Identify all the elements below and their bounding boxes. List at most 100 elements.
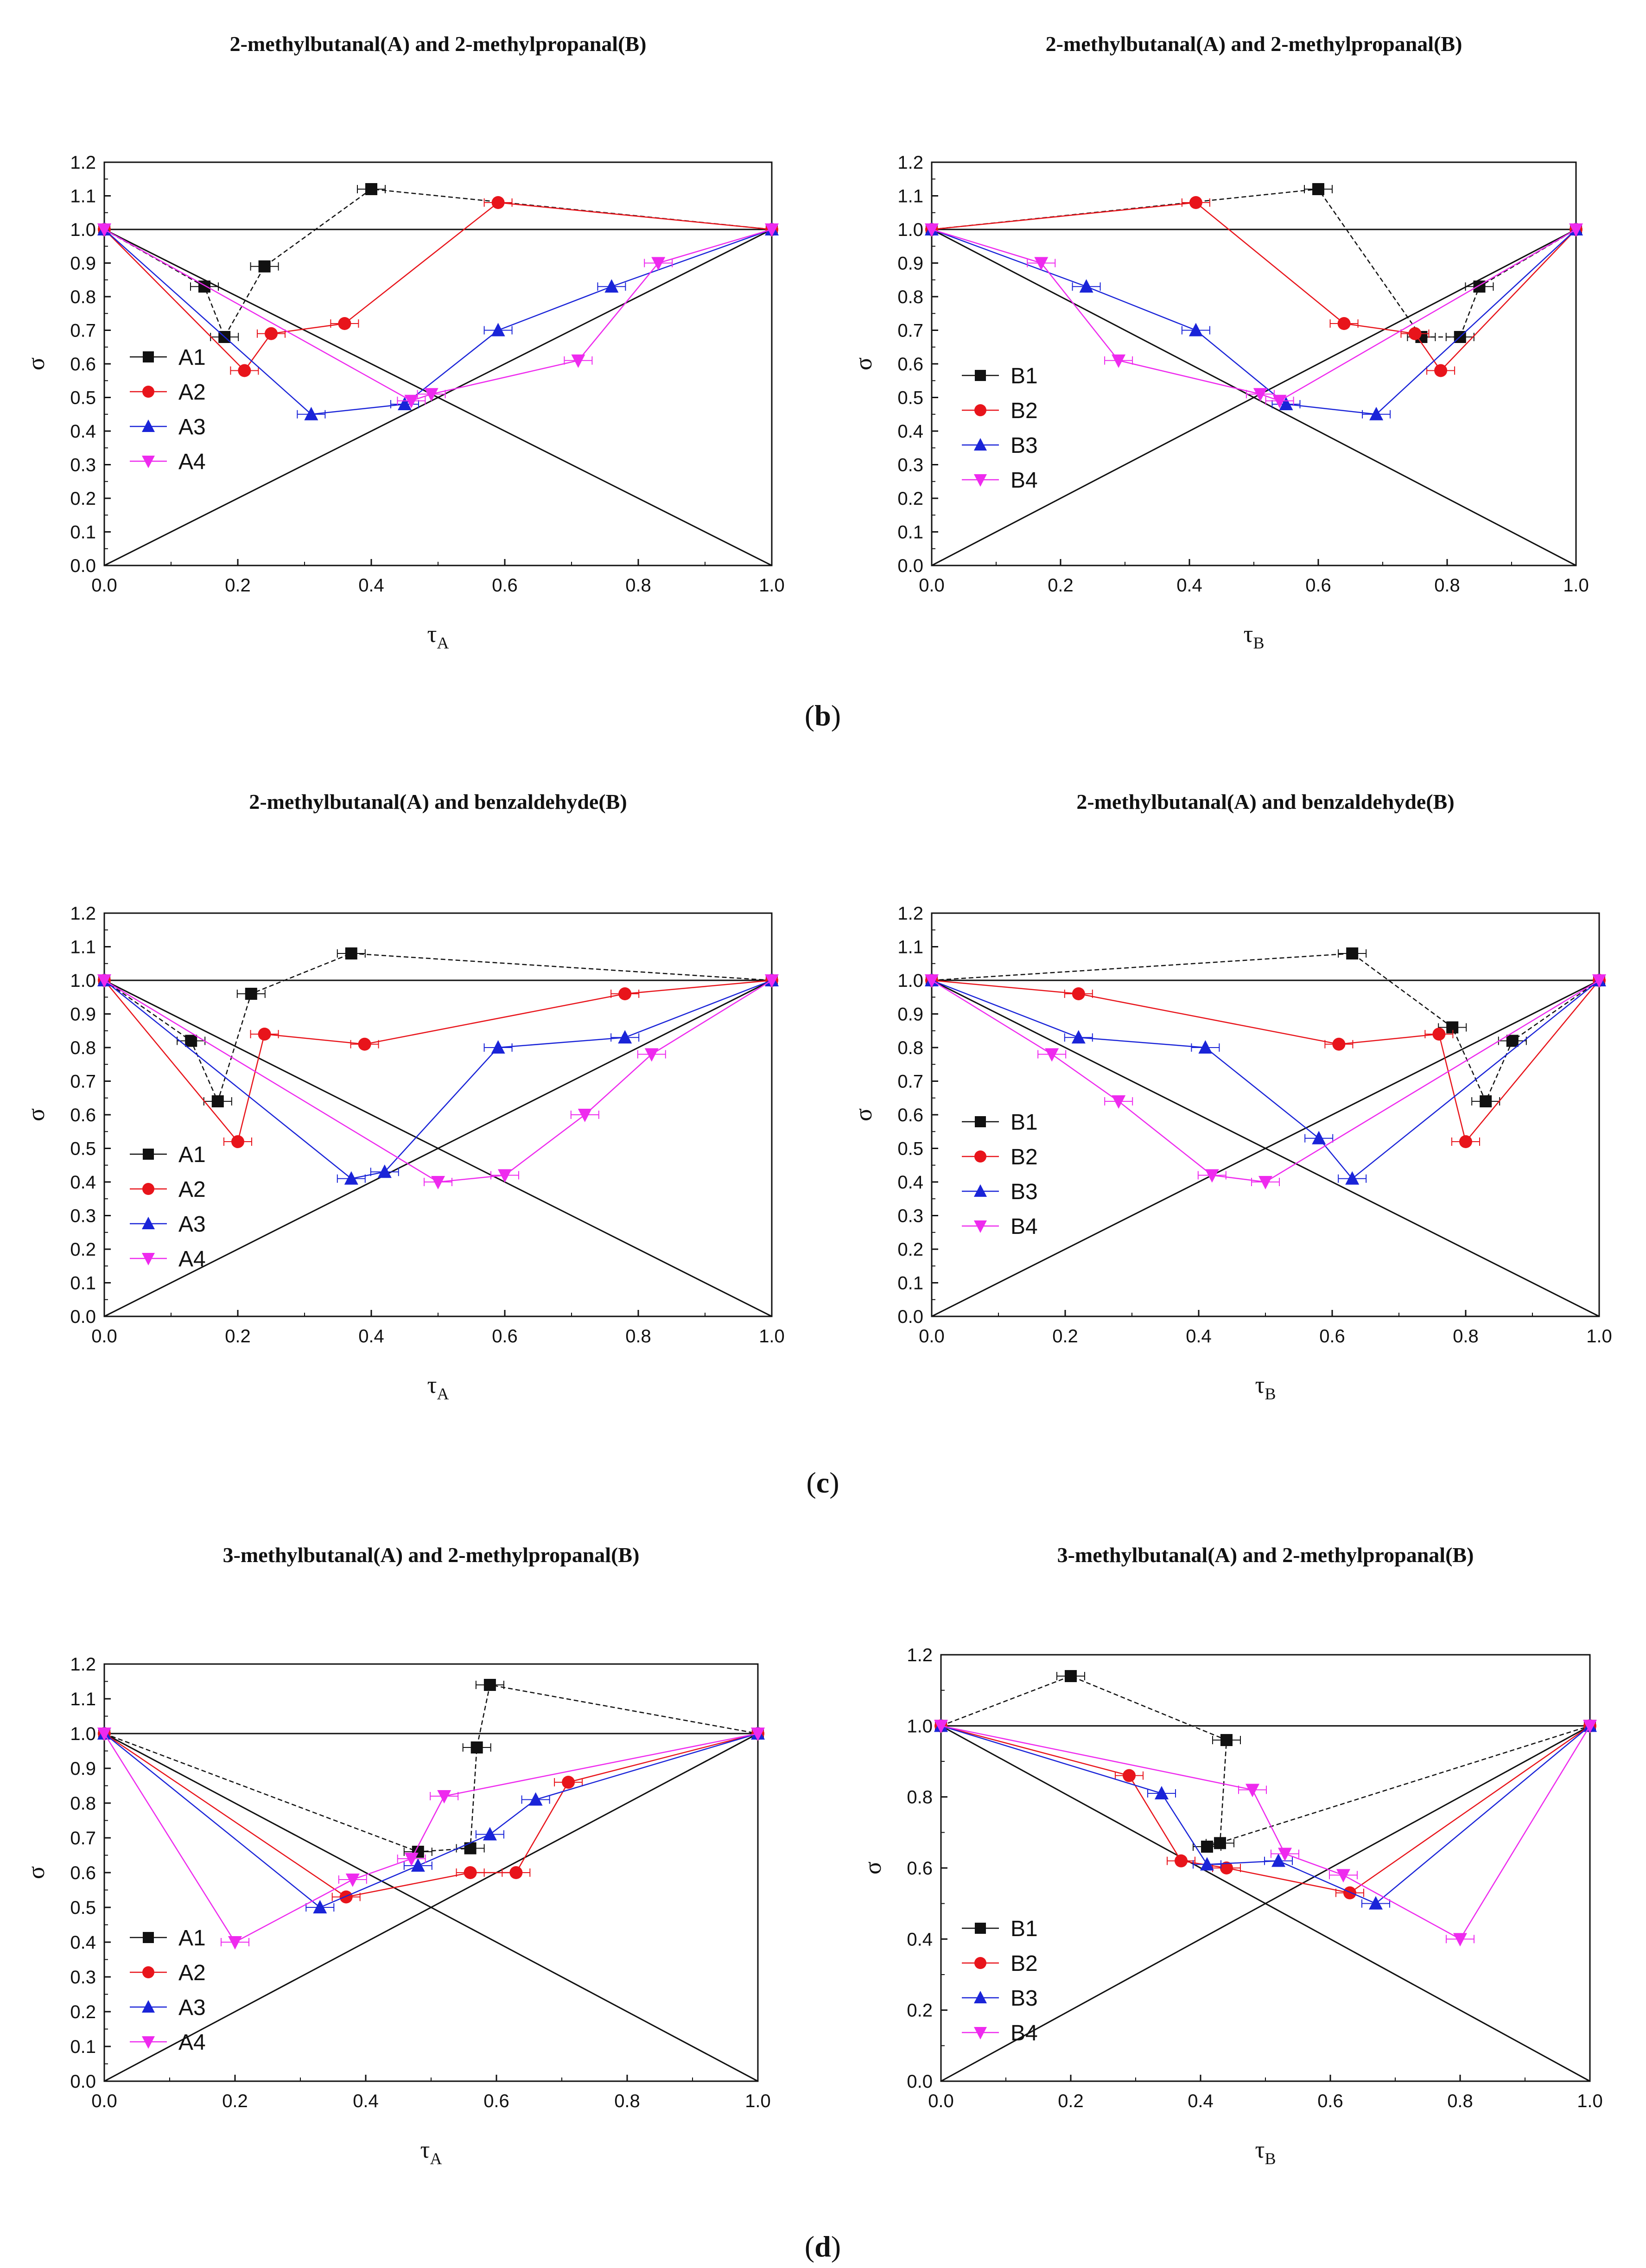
data-point-B2 [1337, 317, 1351, 330]
series-line-A1 [104, 1684, 758, 1853]
chart-title: 3-methylbutanal(A) and 2-methylpropanal(… [223, 1543, 640, 1567]
data-point-B4 [934, 1720, 948, 1734]
y-tick-label: 1.0 [70, 1724, 96, 1744]
series-line-A4 [104, 979, 772, 1183]
y-tick-label: 1.2 [897, 903, 923, 924]
legend-label: B1 [1010, 1110, 1038, 1135]
data-point-A4 [97, 1728, 111, 1741]
y-axis-label: σ [23, 357, 50, 370]
data-point-B2 [1189, 196, 1202, 209]
x-tick-label: 0.4 [358, 1326, 384, 1347]
legend-marker [974, 1150, 986, 1163]
y-tick-label: 1.2 [70, 152, 96, 173]
legend-label: B3 [1010, 1180, 1038, 1204]
y-tick-label: 0.8 [897, 287, 923, 307]
y-tick-label: 1.1 [897, 937, 923, 958]
y-tick-label: 0.7 [70, 1828, 96, 1849]
y-tick-label: 0.5 [897, 1139, 923, 1159]
y-tick-label: 1.2 [70, 903, 96, 924]
legend-marker [974, 1991, 987, 2003]
legend-marker [974, 1957, 986, 1969]
y-tick-label: 0.8 [907, 1787, 933, 1808]
data-point-A4 [404, 1853, 419, 1866]
y-tick-label: 0.1 [897, 522, 923, 543]
chart-panel-3: 2-methylbutanal(A) and benzaldehyde(B) 0.… [23, 790, 785, 1403]
x-tick-label: 1.0 [1586, 1326, 1612, 1347]
x-tick-label: 0.6 [1319, 1326, 1345, 1347]
legend-label: A2 [178, 1961, 206, 1985]
data-point-A4 [437, 1790, 451, 1804]
y-tick-label: 0.2 [907, 2001, 933, 2021]
y-tick-label: 0.0 [70, 1307, 96, 1327]
legend-label: A1 [178, 1143, 206, 1167]
x-tick-label: 0.6 [492, 1326, 518, 1347]
y-tick-label: 0.1 [70, 2037, 96, 2057]
y-tick-label: 0.1 [70, 522, 96, 543]
data-point-A3 [491, 1040, 505, 1054]
y-tick-label: 0.4 [907, 1929, 933, 1950]
y-tick-label: 0.6 [70, 354, 96, 375]
series-B3 [934, 1718, 1597, 1910]
x-tick-label: 0.8 [1434, 575, 1460, 596]
series-line-B2 [931, 202, 1576, 372]
data-point-B4 [1112, 1095, 1126, 1109]
y-tick-label: 0.3 [70, 1206, 96, 1226]
series-line-A2 [104, 202, 772, 372]
y-tick-label: 0.6 [70, 1863, 96, 1883]
legend-marker [142, 1183, 154, 1195]
legend: B1 B2 B3 B4 [962, 1917, 1038, 2046]
data-point-B3 [1271, 1853, 1285, 1867]
data-point-B1 [1446, 1021, 1459, 1034]
y-tick-label: 0.0 [907, 2071, 933, 2092]
series-line-B2 [931, 979, 1600, 1143]
y-tick-label: 1.1 [897, 186, 923, 207]
y-tick-label: 0.0 [70, 556, 96, 576]
legend-marker [142, 456, 155, 468]
series-line-A1 [104, 953, 772, 1103]
legend-label: B4 [1010, 468, 1038, 493]
series-A4 [97, 1728, 765, 1950]
legend-label: A4 [178, 2030, 206, 2055]
data-point-B3 [1200, 1857, 1214, 1871]
legend-label: A3 [178, 415, 206, 439]
data-point-B4 [1258, 1176, 1272, 1189]
y-tick-label: 0.2 [70, 2002, 96, 2022]
y-tick-label: 0.1 [897, 1273, 923, 1294]
x-tick-label: 0.6 [483, 2091, 509, 2111]
data-point-B4 [1246, 1784, 1259, 1798]
legend-label: B4 [1010, 2021, 1038, 2046]
x-tick-label: 1.0 [1563, 575, 1589, 596]
data-point-B4 [1278, 1848, 1292, 1861]
series-B4 [934, 1720, 1597, 1947]
y-tick-label: 0.2 [70, 489, 96, 509]
data-point-A4 [424, 388, 439, 402]
data-point-B4 [1112, 354, 1126, 368]
legend-label: A4 [178, 1247, 206, 1271]
y-tick-label: 0.7 [70, 321, 96, 341]
reference-line-diagonal-down [104, 1733, 758, 2082]
legend-marker [975, 1116, 986, 1127]
reference-line-diagonal-down [931, 229, 1576, 566]
data-point-A4 [578, 1109, 592, 1122]
series-line-A3 [104, 979, 772, 1180]
caption-b: (b) [805, 699, 841, 732]
data-point-A2 [339, 1890, 353, 1904]
x-tick-label: 0.2 [1052, 1326, 1078, 1347]
chart-title: 3-methylbutanal(A) and 2-methylpropanal(… [1057, 1543, 1474, 1567]
legend-label: B1 [1010, 364, 1038, 388]
x-tick-label: 1.0 [745, 2091, 771, 2111]
data-point-A4 [644, 1048, 659, 1062]
caption-c: (c) [806, 1466, 839, 1499]
series-B3 [925, 222, 1583, 420]
y-tick-label: 0.3 [70, 455, 96, 476]
y-tick-label: 0.9 [897, 1004, 923, 1025]
data-point-B4 [1583, 1720, 1597, 1734]
data-point-A1 [464, 1842, 477, 1855]
y-tick-label: 1.2 [70, 1654, 96, 1675]
data-point-B2 [1332, 1037, 1346, 1051]
legend-marker [143, 351, 154, 362]
y-tick-label: 0.9 [70, 254, 96, 274]
y-tick-label: 0.8 [897, 1038, 923, 1058]
data-point-A2 [238, 364, 251, 377]
data-point-B4 [1336, 1869, 1350, 1883]
